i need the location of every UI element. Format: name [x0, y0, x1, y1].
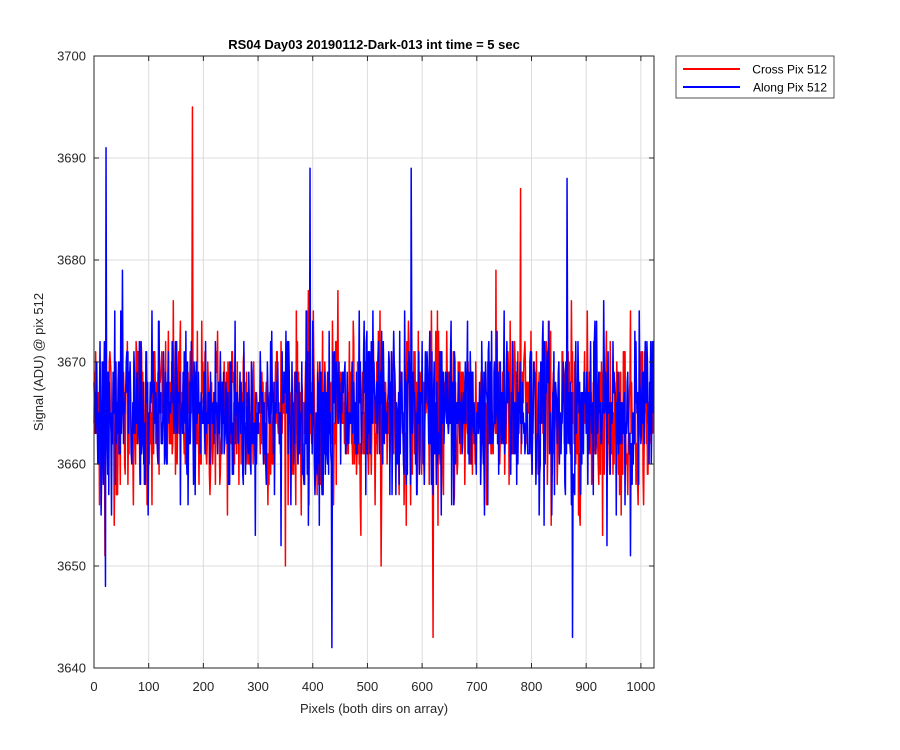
- y-tick-label: 3660: [57, 457, 86, 472]
- x-tick-label: 500: [357, 679, 379, 694]
- x-tick-label: 100: [138, 679, 160, 694]
- y-tick-label: 3690: [57, 151, 86, 166]
- axis-ticks: 0 100 200 300 400 500 600 700 800 900 1000 3640 3650…: [57, 49, 655, 695]
- y-tick-label: 3700: [57, 49, 86, 64]
- x-tick-label: 0: [90, 679, 97, 694]
- y-tick-label: 3650: [57, 559, 86, 574]
- y-tick-label: 3680: [57, 253, 86, 268]
- y-tick-label: 3670: [57, 355, 86, 370]
- x-tick-label: 200: [193, 679, 215, 694]
- series-line-1: [93, 147, 655, 649]
- y-tick-label: 3640: [57, 661, 86, 676]
- x-tick-label: 300: [247, 679, 269, 694]
- x-tick-label: 700: [466, 679, 488, 694]
- x-tick-label: 1000: [626, 679, 655, 694]
- x-tick-label: 600: [411, 679, 433, 694]
- legend-label-cross: Cross Pix 512: [752, 63, 827, 77]
- x-axis-label: Pixels (both dirs on array): [300, 701, 448, 716]
- legend-box: [675, 55, 835, 99]
- series-layer: [93, 106, 655, 649]
- x-tick-label: 400: [302, 679, 324, 694]
- x-tick-label: 800: [521, 679, 543, 694]
- x-tick-label: 900: [575, 679, 597, 694]
- y-axis-label: Signal (ADU) @ pix 512: [31, 293, 46, 431]
- chart-title: RS04 Day03 20190112-Dark-013 int time = …: [228, 37, 520, 52]
- legend-label-along: Along Pix 512: [753, 81, 827, 95]
- legend: Cross Pix 512 Along Pix 512: [675, 55, 835, 99]
